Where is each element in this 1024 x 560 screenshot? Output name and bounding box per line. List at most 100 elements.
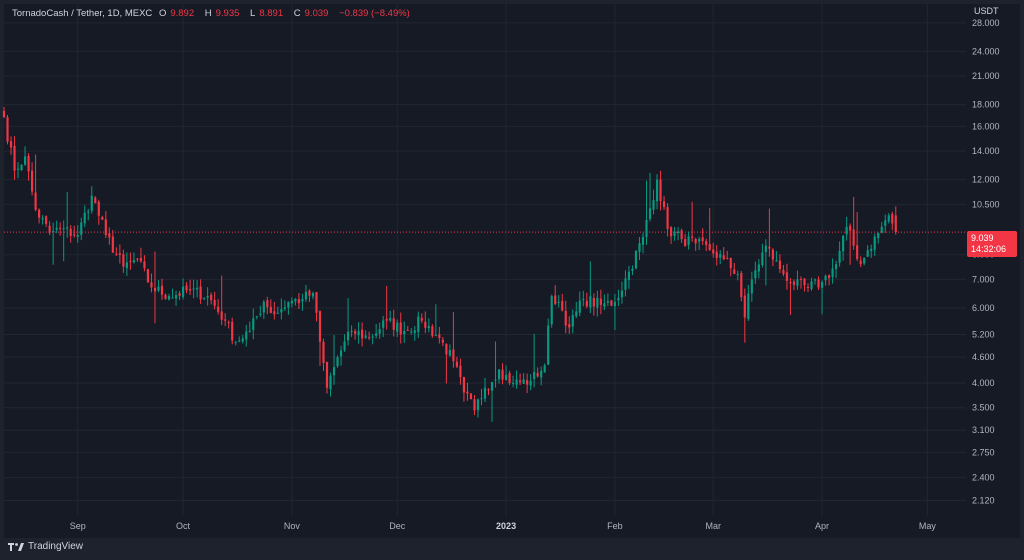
- candle: [192, 279, 195, 299]
- candle: [329, 372, 332, 397]
- candle-body: [733, 269, 736, 274]
- candle: [677, 227, 680, 241]
- candle: [125, 252, 128, 276]
- candle-body: [638, 243, 641, 253]
- candle-body: [339, 350, 343, 357]
- candle: [792, 279, 796, 291]
- candle-body: [252, 318, 255, 331]
- candle-body: [522, 379, 525, 384]
- candle-body: [568, 324, 571, 328]
- last-price-badge: 9.039 14:32:06: [967, 231, 1017, 257]
- candle-body: [803, 278, 806, 286]
- candle: [638, 236, 641, 260]
- candle-body: [592, 297, 595, 307]
- candle: [283, 300, 286, 312]
- candle: [420, 313, 423, 324]
- candle: [561, 293, 564, 312]
- candle: [504, 365, 508, 381]
- candle-body: [90, 195, 93, 211]
- candle-body: [726, 258, 729, 260]
- candle: [210, 292, 213, 305]
- candle-body: [280, 309, 283, 313]
- price-axis[interactable]: [966, 4, 1020, 516]
- candle-body: [20, 165, 23, 171]
- candle-body: [441, 339, 444, 343]
- candle: [150, 273, 153, 293]
- candle-body: [480, 398, 483, 400]
- candle-body: [297, 298, 301, 304]
- candle: [620, 281, 624, 304]
- candle-body: [171, 297, 174, 299]
- candle: [157, 280, 160, 293]
- candle: [726, 250, 729, 260]
- candle-body: [143, 261, 146, 269]
- candle-body: [389, 317, 392, 321]
- candle-body: [631, 268, 634, 271]
- candle: [719, 250, 722, 265]
- candle-body: [16, 168, 20, 170]
- candle: [494, 341, 497, 388]
- candle: [273, 302, 276, 320]
- candle-body: [508, 373, 511, 384]
- candle: [185, 281, 188, 294]
- candle: [266, 296, 269, 315]
- candle-body: [241, 338, 244, 342]
- tradingview-branding[interactable]: TradingView: [8, 541, 83, 552]
- time-tick-label: Apr: [815, 521, 829, 531]
- candle-body: [554, 295, 557, 304]
- time-axis[interactable]: [4, 516, 966, 538]
- symbol-title[interactable]: TornadoCash / Tether, 1D, MEXC: [12, 8, 153, 19]
- candle-body: [459, 365, 462, 378]
- candle: [476, 398, 480, 418]
- candle-body: [835, 264, 838, 270]
- candle: [129, 252, 132, 270]
- candle-body: [701, 237, 704, 242]
- candle-body: [768, 246, 771, 249]
- low-value: 8.891: [259, 8, 284, 19]
- candle: [294, 298, 297, 306]
- candle-body: [248, 330, 251, 332]
- candle: [255, 315, 258, 320]
- candle: [803, 278, 806, 292]
- candle: [434, 304, 437, 337]
- candle-body: [655, 179, 659, 202]
- candle: [322, 338, 325, 371]
- candle-body: [634, 250, 638, 269]
- candle-body: [659, 179, 662, 202]
- candle: [596, 290, 599, 317]
- candle-body: [719, 254, 722, 258]
- candle-body: [266, 300, 269, 308]
- candle: [603, 294, 606, 311]
- candle-body: [399, 322, 402, 335]
- candle-body: [582, 298, 585, 300]
- candle: [2, 106, 6, 118]
- open-label: O: [158, 8, 167, 19]
- time-tick-label: Feb: [607, 521, 623, 531]
- price-tick-label: 28.000: [972, 18, 1000, 28]
- candle: [782, 264, 785, 277]
- candle: [27, 153, 30, 181]
- candle: [599, 289, 602, 315]
- candle: [557, 295, 560, 308]
- brand-name: TradingView: [28, 541, 84, 552]
- candle: [687, 231, 690, 250]
- tradingview-logo-icon: [8, 542, 24, 551]
- candle: [631, 265, 634, 276]
- candle-body: [687, 236, 690, 245]
- price-tick-label: 16.000: [972, 121, 1000, 131]
- candle-body: [799, 278, 803, 280]
- candle-body: [771, 249, 774, 260]
- candle-body: [526, 380, 529, 385]
- candle: [705, 238, 708, 252]
- candle-body: [891, 214, 894, 224]
- currency-label[interactable]: USDT: [974, 6, 999, 16]
- candle-body: [705, 241, 708, 246]
- candle-body: [301, 298, 304, 302]
- candle: [241, 335, 244, 344]
- candle-body: [45, 216, 48, 224]
- close-value: 9.039: [304, 8, 329, 19]
- candle-body: [894, 215, 897, 233]
- candle: [838, 241, 841, 267]
- candle: [849, 223, 852, 265]
